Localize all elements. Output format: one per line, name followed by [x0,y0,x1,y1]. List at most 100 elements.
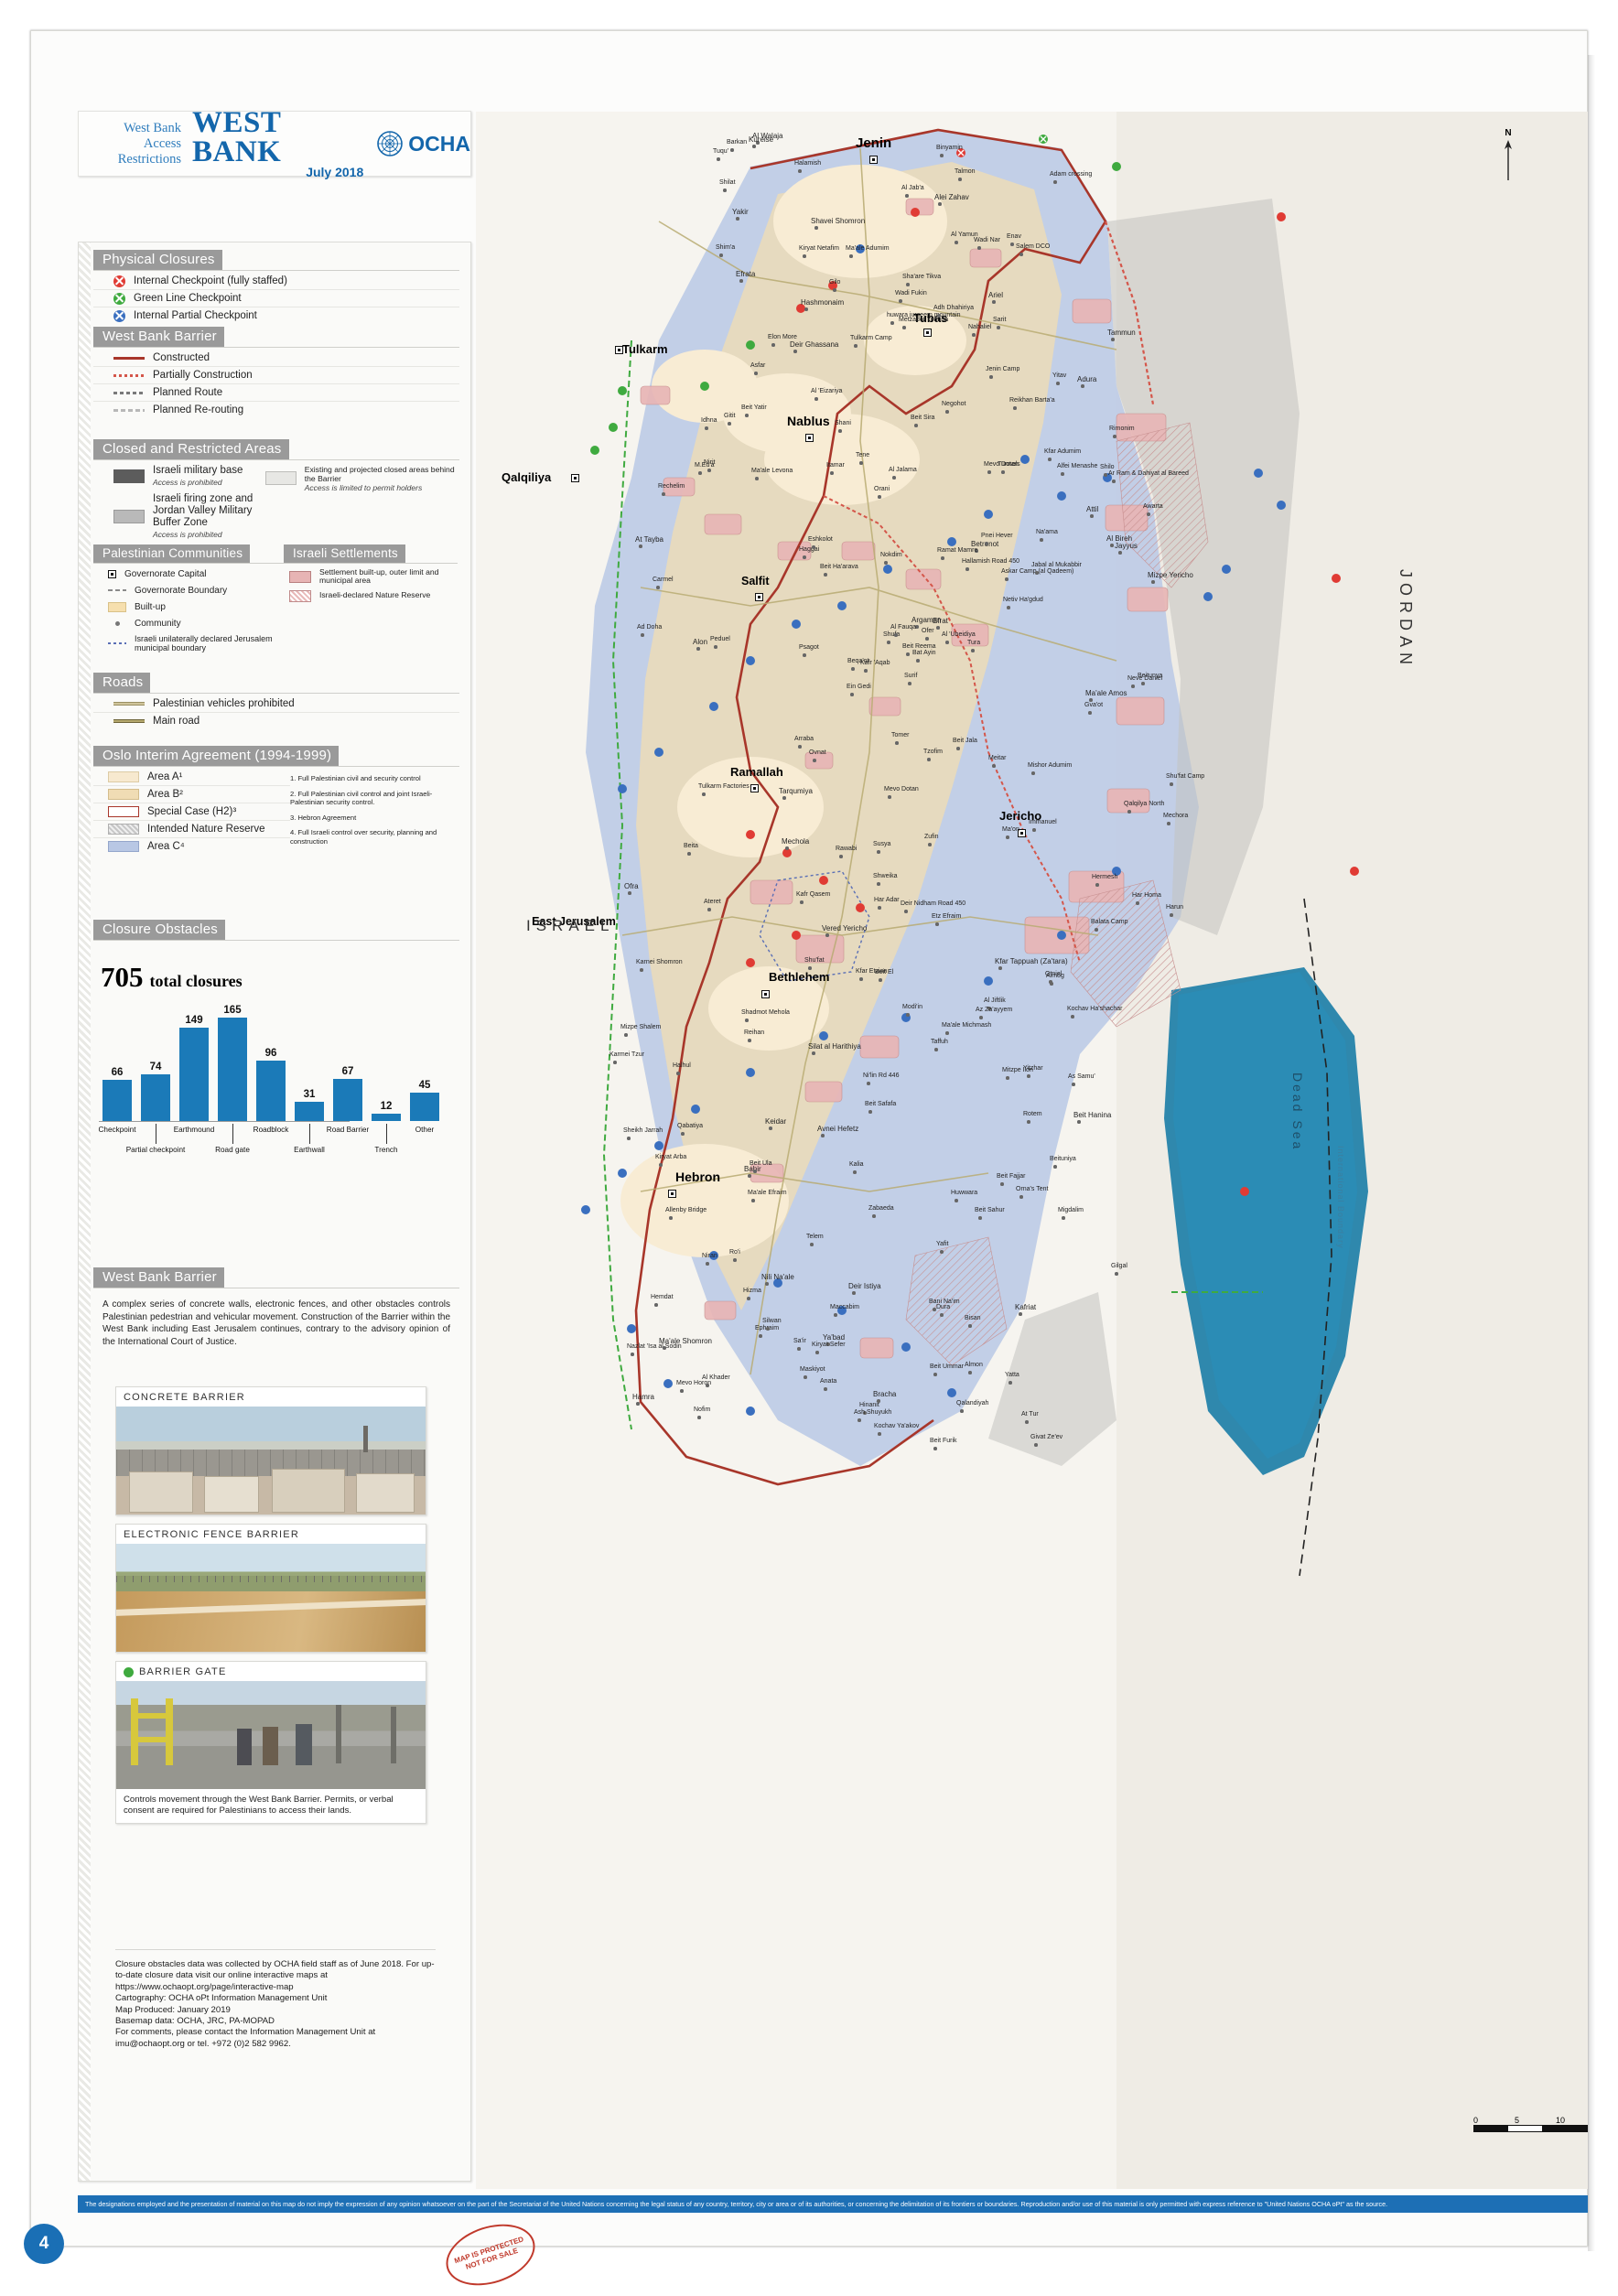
map-place-label: Gilo [829,279,841,286]
community-dot-icon [662,492,665,496]
legend-item-closed-behind-barrier[interactable]: Existing and projected closed areas behi… [258,462,459,494]
community-dot-icon [878,906,881,910]
legend-item-intended-nature-reserve[interactable]: Intended Nature Reserve [93,821,290,838]
community-dot-icon [748,1039,751,1042]
map-place-label: Al Fauqa [890,624,917,631]
map-place-label: Salem DCO [1016,243,1051,250]
community-dot-icon [906,1013,910,1017]
map-place-label: Kfar Adumim [1044,448,1082,455]
map-place-label: Shu'fat Camp [1166,773,1205,780]
swatch-h2-icon [108,806,139,817]
community-dot-icon [1090,514,1094,518]
map-place-label: Bani Na'im [929,1299,960,1305]
legend-item-nature-reserve[interactable]: Israeli-declared Nature Reserve [284,587,458,604]
map-place-label: Beit Ha'arava [820,564,858,570]
governorate-capital-icon [571,474,579,482]
community-dot-icon [1053,180,1057,184]
legend-item-barrier-planned[interactable]: Planned Route [93,384,459,402]
community-dot-icon [1019,1195,1023,1199]
dashed-blue-line-icon [108,641,126,644]
map-place-label: Deir Nidham Road 450 [901,900,966,907]
map-place-label: Ro'i [729,1249,740,1256]
legend-item-main-road[interactable]: Main road [93,713,459,729]
community-dot-icon [782,796,786,800]
map-place-label: Keidar [765,1117,787,1126]
west-bank-map[interactable]: Jenin Tubas Tulkarm Nablus Qalqiliya Sal… [476,112,1588,2189]
legend-item-internal-checkpoint[interactable]: Internal Checkpoint (fully staffed) [93,273,459,290]
legend-item-jerusalem-boundary[interactable]: Israeli unilaterally declared Jerusalem … [93,631,284,654]
map-place-label: Qabatiya [677,1123,704,1129]
map-place-label: Kafr Qasem [796,891,831,898]
oslo-note-1: 1. Full Palestinian civil and security c… [290,774,421,782]
map-place-label: Al Walaja [752,132,783,140]
map-place-label: Deir Ghassana [790,340,839,349]
map-place-label: Carmel [653,577,674,583]
community-dot-icon [968,1324,972,1328]
community-dot-icon [698,471,702,475]
legend-item-community[interactable]: Community [93,615,284,631]
legend-item-area-b[interactable]: Area B² [93,786,290,803]
community-dot-icon [1035,571,1039,575]
community-dot-icon [1111,338,1115,341]
map-place-label: Jabal al Mukabbir [1031,562,1082,568]
legend-label: Israeli unilaterally declared Jerusalem … [135,633,273,652]
map-place-label: Arraba [794,736,814,742]
map-place-label: Kfar Etzion [856,968,888,975]
map-checkpoints [581,135,1359,1416]
legend-item-barrier-constructed[interactable]: Constructed [93,350,459,367]
community-dot-icon [968,1371,972,1374]
governorate-capital-icon [805,434,814,442]
barrier-gate-footnote: Controls movement through the West Bank … [124,1795,394,1816]
line-dashed-icon [113,391,145,394]
not-for-sale-stamp: MAP IS PROTECTED NOT FOR SALE [437,2214,544,2296]
community-dot-icon [728,422,731,426]
legend-heading-barrier-text: West Bank Barrier [93,1267,224,1288]
legend-item-firing-zone[interactable]: Israeli firing zone and Jordan Valley Mi… [93,490,258,543]
governorate-capital-icon [750,784,759,792]
map-place-label: Efrata [736,270,756,278]
community-dot-icon [851,667,855,671]
community-dot-icon [663,1346,666,1350]
map-place-label: Orani [874,486,890,492]
community-dot-icon [1005,577,1009,581]
legend-item-green-line-checkpoint[interactable]: Green Line Checkpoint [93,290,459,307]
map-place-label: Hinanit [859,1402,879,1408]
community-dot-icon [1147,512,1150,516]
legend-item-military-base[interactable]: Israeli military base Access is prohibit… [93,462,258,490]
legend-item-barrier-rerouting[interactable]: Planned Re-routing [93,402,459,418]
map-page: West Bank Access Restrictions WEST BANK … [30,30,1588,2296]
map-place-label: Ramat Mamre [937,547,978,554]
chart-bar-value: 31 [303,1089,316,1100]
city-label-bethlehem: Bethlehem [769,970,830,984]
community-dot-icon [1089,698,1093,702]
community-dot-icon [906,283,910,286]
legend-item-partial-checkpoint[interactable]: Internal Partial Checkpoint [93,307,459,324]
map-place-label: Beit Ummar [930,1364,964,1370]
legend-item-special-case-h2[interactable]: Special Case (H2)³ [93,803,290,821]
community-dot-icon [1118,551,1122,555]
legend-heading-west-bank-barrier: West Bank Barrier [93,327,224,347]
community-dot-icon [867,1082,870,1085]
checkpoint-blue-icon [113,309,125,322]
photo-caption-text: BARRIER GATE [139,1666,227,1677]
map-place-label: Al Khader [702,1374,730,1381]
map-place-label: Surif [904,673,918,679]
legend-item-built-up[interactable]: Built-up [93,598,284,615]
map-place-label: Ma'ale Efraim [748,1190,787,1196]
legend-item-area-c[interactable]: Area C⁴ [93,838,290,855]
legend-label: Israeli-declared Nature Reserve [319,590,431,600]
legend-item-barrier-partial[interactable]: Partially Construction [93,367,459,384]
map-place-label: Karmei Tzur [609,1051,644,1058]
map-place-label: Awarta [1143,503,1163,510]
legend-item-governorate-capital[interactable]: Governorate Capital [93,566,284,582]
community-dot-icon [975,549,978,553]
legend-item-settlement-builtup[interactable]: Settlement built-up, outer limit and mun… [284,566,458,587]
legend-item-governorate-boundary[interactable]: Governorate Boundary [93,582,284,598]
legend-item-road-prohibited[interactable]: Palestinian vehicles prohibited [93,695,459,713]
community-dot-icon [872,1214,876,1218]
legend-item-area-a[interactable]: Area A¹ [93,769,290,786]
chart-axis [99,1121,350,1122]
map-place-label: Yitzhar [1023,1065,1043,1072]
community-dot-icon [940,154,944,157]
main-road-icon [113,719,145,723]
